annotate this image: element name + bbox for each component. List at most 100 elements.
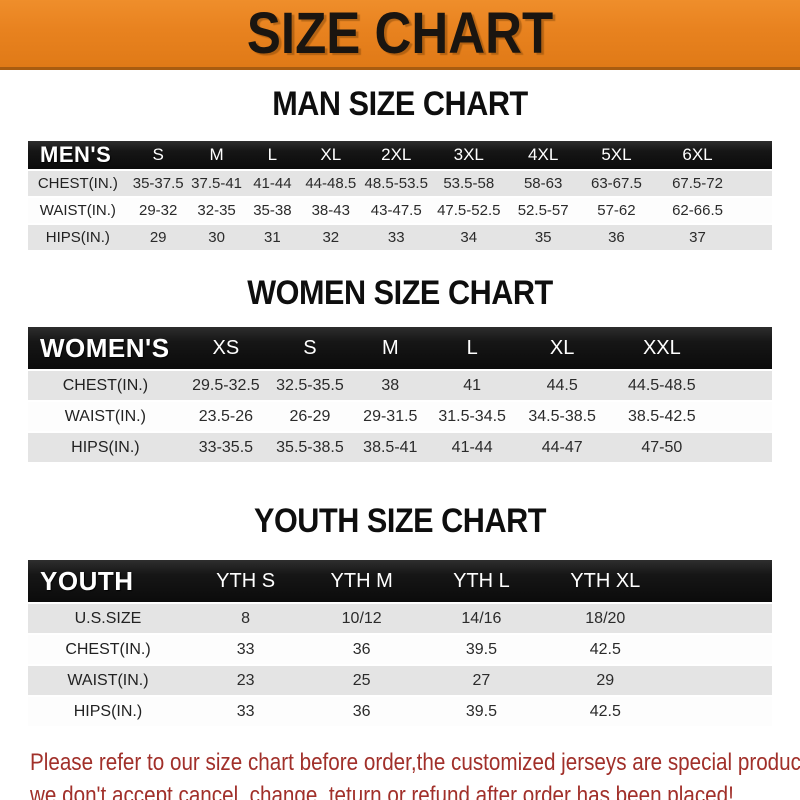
men-row-label-cell: HIPS(IN.) — [28, 225, 128, 250]
women-value-cell — [713, 371, 772, 400]
youth-header-cell: YOUTH — [28, 560, 188, 602]
youth-header-cell: YTH S — [187, 560, 304, 602]
women-value-cell: 35.5-38.5 — [269, 433, 351, 462]
youth-header-cell: YTH M — [303, 560, 421, 602]
footer-line-2: we don't accept cancel, change, teturn o… — [30, 782, 734, 800]
men-header-cell: 3XL — [431, 141, 507, 169]
men-value-cell — [742, 198, 772, 223]
youth-data-row: U.S.SIZE 8 10/12 14/16 18/20 — [28, 604, 772, 633]
men-row-label-cell: CHEST(IN.) — [28, 171, 128, 196]
men-value-cell: 41-44 — [244, 171, 301, 196]
youth-value-cell: 14/16 — [420, 604, 543, 633]
women-value-cell: 32.5-35.5 — [269, 371, 351, 400]
women-value-cell: 33-35.5 — [182, 433, 270, 462]
men-value-cell: 63-67.5 — [579, 171, 653, 196]
women-header-cell: XL — [514, 327, 610, 369]
women-value-cell: 41 — [429, 371, 515, 400]
men-header-cell: 2XL — [361, 141, 432, 169]
men-value-cell: 36 — [579, 225, 653, 250]
women-header-cell: XS — [182, 327, 270, 369]
men-value-cell: 37 — [652, 225, 743, 250]
women-row-label-cell: CHEST(IN.) — [28, 371, 183, 400]
youth-header-cell: YTH XL — [542, 560, 668, 602]
youth-header-cell — [667, 560, 772, 602]
women-row-label-cell: WAIST(IN.) — [28, 402, 183, 431]
youth-value-cell: 36 — [303, 697, 421, 726]
men-value-cell: 32-35 — [188, 198, 245, 223]
men-value-cell: 29 — [127, 225, 189, 250]
footer-note: Please refer to our size chart before or… — [30, 746, 800, 800]
men-value-cell: 67.5-72 — [652, 171, 743, 196]
men-value-cell: 47.5-52.5 — [431, 198, 507, 223]
men-value-cell — [742, 171, 772, 196]
women-value-cell: 38.5-42.5 — [609, 402, 714, 431]
men-value-cell: 48.5-53.5 — [361, 171, 432, 196]
men-header-cell: MEN'S — [28, 141, 128, 169]
men-header-cell: 5XL — [579, 141, 653, 169]
men-header-row: MEN'S S M L XL 2XL 3XL 4XL 5XL 6XL — [28, 141, 772, 169]
youth-value-cell — [667, 697, 772, 726]
women-value-cell: 47-50 — [609, 433, 714, 462]
youth-row-label-cell: U.S.SIZE — [28, 604, 188, 633]
women-header-cell: M — [350, 327, 430, 369]
youth-value-cell: 39.5 — [420, 697, 543, 726]
men-value-cell — [742, 225, 772, 250]
footer-line-1: Please refer to our size chart before or… — [30, 749, 800, 776]
youth-value-cell: 42.5 — [542, 697, 668, 726]
women-value-cell: 31.5-34.5 — [429, 402, 515, 431]
size-chart-banner: SIZE CHART — [0, 0, 800, 70]
man-section-heading: MAN SIZE CHART — [272, 85, 528, 123]
women-value-cell — [713, 402, 772, 431]
men-value-cell: 35 — [506, 225, 580, 250]
men-value-cell: 31 — [244, 225, 301, 250]
women-value-cell: 29.5-32.5 — [182, 371, 270, 400]
men-size-table: MEN'S S M L XL 2XL 3XL 4XL 5XL 6XL CHEST(IN.) 35-37… — [28, 139, 772, 252]
women-header-cell — [713, 327, 772, 369]
youth-row-label-cell: WAIST(IN.) — [28, 666, 188, 695]
men-value-cell: 32 — [300, 225, 362, 250]
youth-value-cell: 33 — [187, 635, 304, 664]
youth-size-table: YOUTH YTH S YTH M YTH L YTH XL U.S.SIZE 8 10/12… — [28, 558, 772, 728]
youth-section-heading: YOUTH SIZE CHART — [253, 502, 546, 540]
women-header-cell: S — [269, 327, 351, 369]
women-value-cell: 23.5-26 — [182, 402, 270, 431]
men-value-cell: 53.5-58 — [431, 171, 507, 196]
women-value-cell: 41-44 — [429, 433, 515, 462]
youth-value-cell: 36 — [303, 635, 421, 664]
men-value-cell: 62-66.5 — [652, 198, 743, 223]
men-header-cell: XL — [300, 141, 362, 169]
women-header-cell: XXL — [609, 327, 714, 369]
women-header-cell: WOMEN'S — [28, 327, 183, 369]
men-value-cell: 30 — [188, 225, 245, 250]
men-row-label-cell: WAIST(IN.) — [28, 198, 128, 223]
men-data-row: HIPS(IN.) 29 30 31 32 33 34 35 36 37 — [28, 225, 772, 250]
men-data-row: WAIST(IN.) 29-32 32-35 35-38 38-43 43-47.5 47.… — [28, 198, 772, 223]
youth-value-cell: 18/20 — [542, 604, 668, 633]
men-header-cell: S — [127, 141, 189, 169]
men-value-cell: 52.5-57 — [506, 198, 580, 223]
women-section-heading: WOMEN SIZE CHART — [247, 274, 553, 312]
youth-value-cell: 10/12 — [303, 604, 421, 633]
women-size-table: WOMEN'S XS S M L XL XXL CHEST(IN.) 29.5-32.5 32.5… — [28, 325, 772, 464]
men-data-row: CHEST(IN.) 35-37.5 37.5-41 41-44 44-48.5 48.5… — [28, 171, 772, 196]
women-data-row: WAIST(IN.) 23.5-26 26-29 29-31.5 31.5-34.5 34… — [28, 402, 772, 431]
youth-row-label-cell: CHEST(IN.) — [28, 635, 188, 664]
women-value-cell: 44.5-48.5 — [609, 371, 714, 400]
women-value-cell: 38 — [350, 371, 430, 400]
men-value-cell: 38-43 — [300, 198, 362, 223]
women-row-label-cell: HIPS(IN.) — [28, 433, 183, 462]
youth-value-cell: 39.5 — [420, 635, 543, 664]
men-header-cell: M — [188, 141, 245, 169]
men-header-cell: L — [244, 141, 301, 169]
men-value-cell: 34 — [431, 225, 507, 250]
youth-data-row: WAIST(IN.) 23 25 27 29 — [28, 666, 772, 695]
youth-value-cell: 23 — [187, 666, 304, 695]
women-data-row: HIPS(IN.) 33-35.5 35.5-38.5 38.5-41 41-44 44-… — [28, 433, 772, 462]
men-value-cell: 29-32 — [127, 198, 189, 223]
youth-data-row: CHEST(IN.) 33 36 39.5 42.5 — [28, 635, 772, 664]
youth-row-label-cell: HIPS(IN.) — [28, 697, 188, 726]
women-value-cell — [713, 433, 772, 462]
men-header-cell: 6XL — [652, 141, 743, 169]
women-data-row: CHEST(IN.) 29.5-32.5 32.5-35.5 38 41 44.5 44.5… — [28, 371, 772, 400]
